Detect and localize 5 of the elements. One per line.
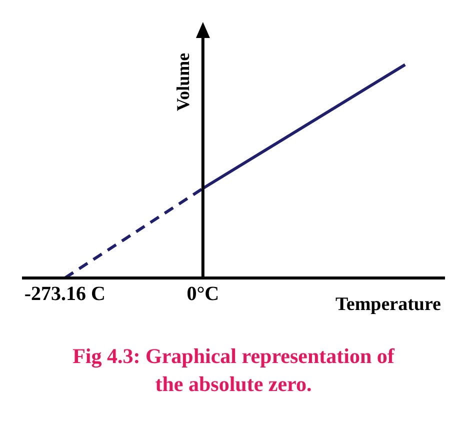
x-tick-label: -273.16 C <box>24 283 106 306</box>
x-axis-title: Temperature <box>335 294 441 315</box>
text: Fig 4.3: Graphical representation of the absolute zero. <box>72 343 396 398</box>
y-axis-title: Volume <box>172 52 193 112</box>
x-tick-label: 0°C <box>186 283 220 306</box>
